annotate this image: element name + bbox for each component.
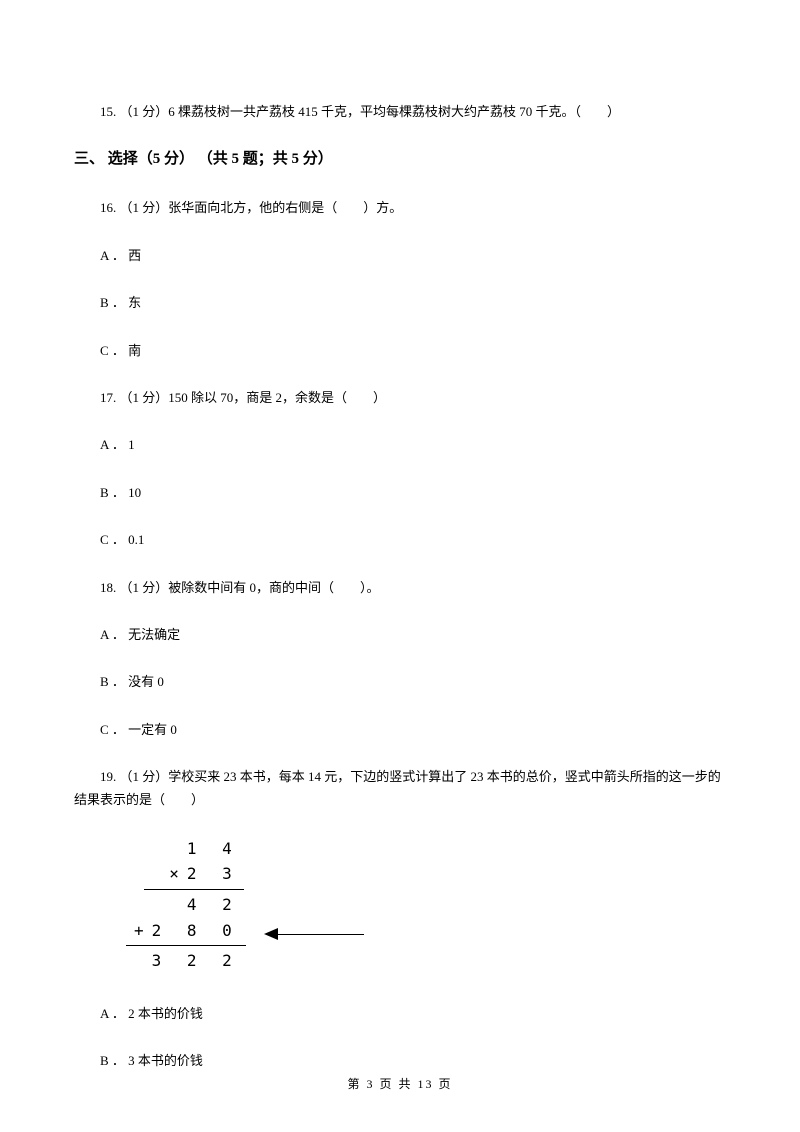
q17-option-c: C ． 0.1 <box>74 528 726 551</box>
q16-option-b: B ． 东 <box>74 291 726 314</box>
section-3-header: 三、 选择（5 分） （共 5 题；共 5 分） <box>74 147 726 168</box>
q19-option-a: A ． 2 本书的价钱 <box>74 1002 726 1025</box>
calc-line-1 <box>144 889 244 890</box>
q18-option-c: C ． 一定有 0 <box>74 718 726 741</box>
q18-option-b: B ． 没有 0 <box>74 670 726 693</box>
vertical-calculation: 1 4 ×2 3 4 2 +2 8 0 3 2 2 <box>134 836 726 974</box>
question-16: 16. （1 分）张华面向北方，他的右侧是（ ）方。 <box>74 196 726 219</box>
question-15: 15. （1 分）6 棵荔枝树一共产荔枝 415 千克，平均每棵荔枝树大约产荔枝… <box>74 100 726 123</box>
q18-option-a: A ． 无法确定 <box>74 623 726 646</box>
q16-option-a: A ． 西 <box>74 244 726 267</box>
q16-option-c: C ． 南 <box>74 339 726 362</box>
calc-row-1: 1 4 <box>134 836 726 862</box>
q17-option-a: A ． 1 <box>74 433 726 456</box>
arrow-line <box>274 934 364 935</box>
calc-line-2 <box>126 945 246 946</box>
calc-row-2: ×2 3 <box>134 861 726 887</box>
calc-row-3: 4 2 <box>134 892 726 918</box>
calc-row-5: 3 2 2 <box>134 948 726 974</box>
question-18: 18. （1 分）被除数中间有 0，商的中间（ ）。 <box>74 576 726 599</box>
question-19: 19. （1 分）学校买来 23 本书，每本 14 元，下边的竖式计算出了 23… <box>74 765 726 812</box>
q19-option-b: B ． 3 本书的价钱 <box>74 1049 726 1072</box>
q17-option-b: B ． 10 <box>74 481 726 504</box>
question-17: 17. （1 分）150 除以 70，商是 2，余数是（ ） <box>74 386 726 409</box>
page-footer: 第 3 页 共 13 页 <box>0 1075 800 1092</box>
calc-row-4: +2 8 0 <box>134 918 726 944</box>
